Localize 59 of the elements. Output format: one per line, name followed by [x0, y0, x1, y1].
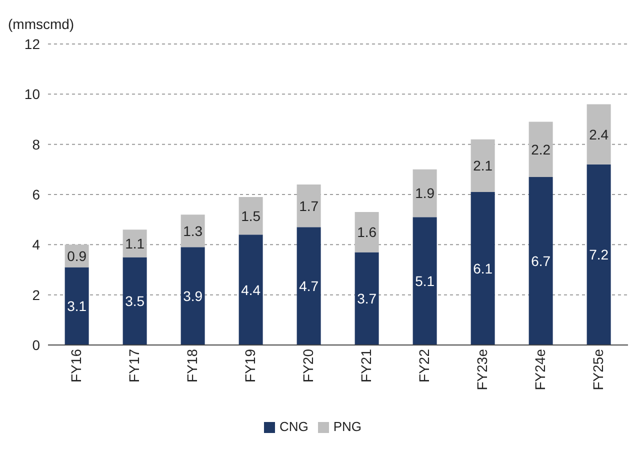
y-tick-label: 10 [24, 86, 40, 102]
x-tick-label: FY24e [532, 348, 548, 390]
x-tick-label: FY17 [126, 348, 142, 382]
bar [528, 176, 553, 345]
data-label: 3.1 [67, 298, 87, 314]
data-label: 1.7 [299, 198, 319, 214]
data-label: 1.9 [415, 185, 435, 202]
bar [586, 104, 611, 164]
data-label: 6.7 [531, 252, 551, 269]
data-label: 3.9 [183, 288, 203, 304]
x-tick-label: FY23e [474, 348, 490, 390]
x-tick-label: FY22 [416, 348, 432, 382]
x-tick-label: FY16 [68, 348, 84, 382]
bar [64, 267, 89, 345]
data-label: 1.1 [125, 235, 145, 252]
bar [296, 184, 321, 228]
y-axis-title: (mmscmd) [8, 16, 74, 32]
bar [412, 169, 437, 218]
data-label: 1.6 [357, 224, 377, 240]
legend-label: CNG [279, 419, 308, 434]
x-tick-label: FY18 [184, 348, 200, 382]
bar [354, 252, 379, 345]
bar [180, 214, 205, 248]
data-label: 5.1 [415, 273, 435, 290]
data-label: 6.1 [473, 260, 493, 276]
bar [470, 139, 495, 192]
y-tick-label: 0 [32, 336, 40, 353]
y-tick-label: 2 [32, 286, 40, 303]
data-label: 2.4 [589, 126, 609, 142]
y-tick-label: 12 [24, 36, 40, 52]
data-label: 7.2 [589, 246, 609, 263]
data-label: 3.7 [357, 290, 377, 307]
y-tick-label: 4 [32, 236, 40, 253]
y-tick-label: 6 [32, 186, 40, 202]
data-label: 0.9 [67, 248, 87, 264]
bar [470, 192, 495, 345]
data-label: 2.1 [473, 158, 493, 174]
bar [412, 217, 437, 345]
bar [180, 247, 205, 345]
x-tick-label: FY25e [590, 348, 606, 390]
bar [586, 164, 611, 345]
data-label: 2.2 [531, 141, 551, 158]
legend-label: PNG [333, 419, 362, 434]
bar [122, 257, 147, 345]
x-tick-label: FY20 [300, 348, 316, 382]
bar [122, 230, 147, 258]
data-label: 4.7 [299, 278, 319, 294]
y-tick-label: 8 [32, 136, 40, 152]
bar [528, 122, 553, 177]
bar [296, 227, 321, 345]
bar [238, 197, 263, 235]
data-label: 1.5 [241, 208, 261, 224]
data-label: 1.3 [183, 222, 203, 239]
bar [238, 234, 263, 345]
x-tick-label: FY19 [242, 348, 258, 382]
data-label: 4.4 [241, 282, 261, 298]
bar [354, 212, 379, 252]
data-label: 3.5 [125, 293, 145, 310]
x-tick-label: FY21 [358, 348, 374, 382]
